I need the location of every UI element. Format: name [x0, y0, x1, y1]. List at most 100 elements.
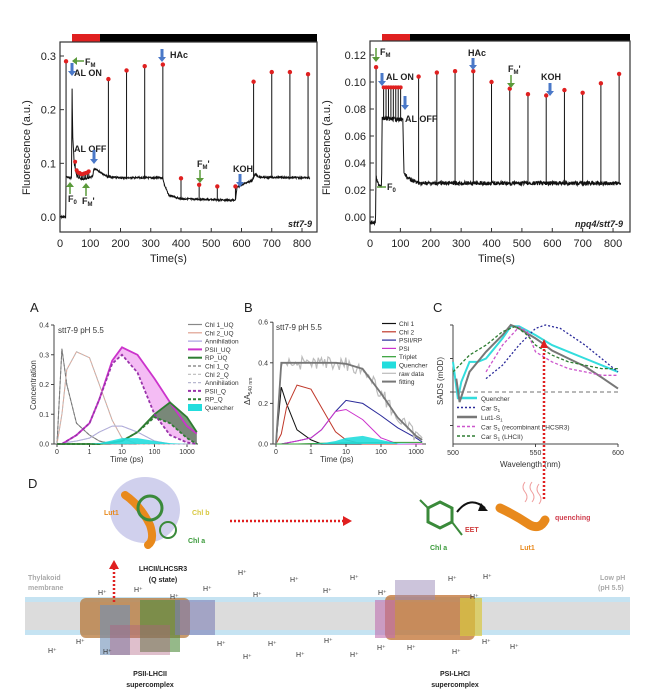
legend-label: Car S1 (LHCII): [481, 434, 523, 442]
y-tick-label: 0.3: [41, 51, 56, 63]
membrane-label: membrane: [28, 585, 64, 592]
quenching-label: quenching: [555, 515, 590, 522]
x-tick-label: 500: [513, 238, 531, 250]
eet-label: EET: [465, 527, 479, 534]
fluorescence-trace: [369, 67, 622, 226]
proton-label: H⁺: [134, 587, 143, 594]
x-tick-label: 100: [149, 449, 161, 456]
diagram-d: Lut1 Chl b Chl a LHCII/LHCSR3 (Q state) …: [25, 339, 630, 689]
y-tick-label: 0.12: [345, 50, 366, 62]
fm-arrow-icon-head: [372, 57, 380, 62]
actinic-light-bar: [72, 34, 100, 42]
legend-label: Quencher: [481, 396, 510, 403]
thylakoid-label: Thylakoid: [28, 575, 61, 582]
x-tick-label: 200: [111, 238, 129, 250]
fm-marker: [525, 91, 531, 97]
marker-triangle-icon: [540, 339, 548, 348]
arrow-head-up-icon: [109, 560, 119, 569]
proton-label: H⁺: [448, 576, 457, 583]
x-tick-label: 0: [57, 238, 63, 250]
chl-a-label: Chl a: [188, 538, 205, 545]
x-axis-label: Time(s): [478, 253, 515, 265]
fm-label: FM: [380, 47, 391, 59]
x-tick-label: 700: [573, 238, 591, 250]
legend-label: PSI: [399, 346, 410, 353]
proton-label: H⁺: [98, 590, 107, 597]
panel-label-d: D: [28, 476, 37, 491]
y-tick-label: 0.04: [345, 158, 366, 170]
al-on-label: AL ON: [74, 68, 102, 78]
fm-prime-label: FM': [508, 64, 521, 76]
al-off-label: AL OFF: [405, 114, 438, 124]
legend-label: Annihilation: [205, 339, 239, 346]
fm-label: FM: [85, 57, 96, 69]
fm-marker: [178, 176, 184, 181]
proton-label: H⁺: [203, 586, 212, 593]
series-chl-2: [275, 384, 423, 445]
legend-label: Lut1-S1: [481, 415, 503, 423]
x-tick-label: 600: [543, 238, 561, 250]
fm-marker: [416, 74, 421, 79]
legend-label: Chl 2: [399, 329, 415, 336]
y-tick-label: 0.10: [345, 77, 366, 89]
fm-marker: [489, 79, 494, 85]
y-tick-label: 0.6: [258, 320, 268, 327]
koh-arrow-icon-head: [546, 91, 554, 96]
al-off-arrow-icon-head: [401, 105, 409, 110]
y-axis-label: Fluorescence (a.u.): [321, 100, 333, 195]
legend-label: Chl 1_UQ: [205, 322, 234, 329]
x-tick-label: 400: [482, 238, 500, 250]
fm-marker: [63, 59, 69, 64]
legend-label: fitting: [399, 379, 415, 386]
legend-label: Chl 2_UQ: [205, 330, 234, 337]
koh-label: KOH: [541, 72, 561, 82]
series-chl-1: [275, 387, 423, 445]
series-quencher: [276, 435, 423, 444]
plot-frame: [59, 41, 318, 233]
series-psii-rp: [276, 399, 423, 445]
y-axis-label: Fluorescence (a.u.): [21, 100, 33, 195]
lut1-label-2: Lut1: [520, 545, 535, 552]
chart-c-sads: Wavelength (nm) SADS (mOD) 500 550 600 Quen…: [436, 323, 624, 469]
legend-label: Chl 1: [399, 321, 415, 328]
x-tick-label: 0: [274, 449, 278, 456]
y-tick-label: 0.06: [345, 131, 366, 143]
arrow-head-right-icon: [343, 516, 352, 526]
x-tick-label: 550: [530, 450, 542, 457]
fm-marker: [251, 79, 256, 84]
proton-label: H⁺: [407, 645, 416, 652]
proton-label: H⁺: [76, 639, 85, 646]
proton-label: H⁺: [170, 594, 179, 601]
hac-label: HAc: [170, 50, 188, 60]
x-tick-label: 500: [447, 450, 459, 457]
fm-marker: [373, 64, 379, 70]
x-tick-label: 1: [88, 449, 92, 456]
rp-quenching-band: [57, 402, 197, 444]
y-axis-label: Concentration: [29, 360, 38, 410]
lutein-molecule: [121, 491, 157, 549]
al-off-label: AL OFF: [74, 144, 107, 154]
series-car-s1-recombinant-lhcsr3-: [485, 326, 618, 376]
al-marker: [398, 85, 403, 90]
al-on-arrow-icon-head: [68, 71, 76, 76]
f0-label: F0: [68, 194, 78, 206]
ph-value-label: (pH 5.5): [598, 585, 624, 592]
x-tick-label: 800: [604, 238, 622, 250]
fm-marker: [544, 93, 549, 98]
fm-marker: [598, 81, 604, 86]
y-tick-label: 0.4: [258, 360, 268, 367]
series-quencher: [57, 438, 197, 444]
al-on-arrow-icon-head: [378, 81, 386, 86]
fm-marker: [160, 62, 166, 67]
chart-title: stt7-9 pH 5.5: [58, 326, 104, 335]
al-on-label: AL ON: [386, 72, 414, 82]
chart-title: stt7-9: [288, 219, 312, 229]
legend-label: Car S1 (recombinant LHCSR3): [481, 425, 570, 433]
panel-label-a: A: [30, 300, 39, 315]
chl-a-molecule: [419, 499, 463, 536]
proton-label: H⁺: [238, 570, 247, 577]
proton-label: H⁺: [350, 652, 359, 659]
legend-label: Chl 1_Q: [205, 364, 229, 371]
fluorescence-trace: [59, 61, 311, 220]
f0-arrow-icon-head: [66, 182, 74, 187]
